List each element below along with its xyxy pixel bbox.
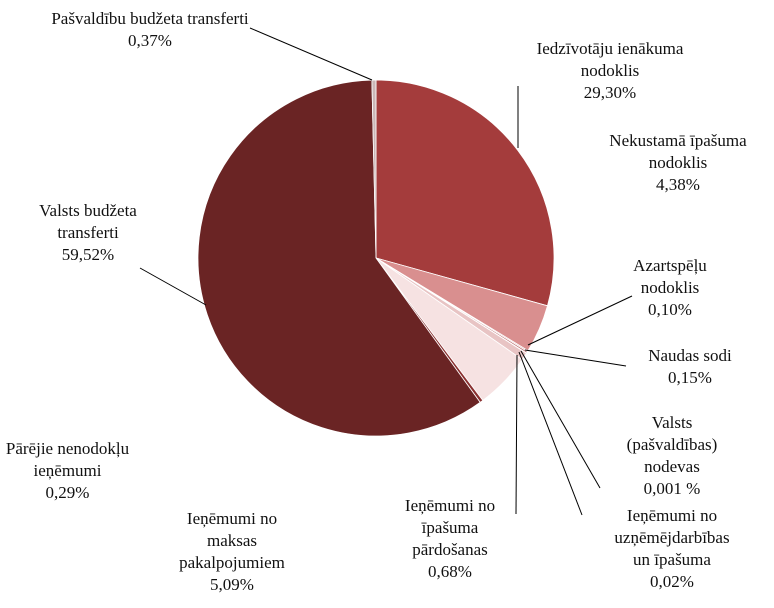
value-label: 0,68%	[428, 562, 472, 581]
leader-line	[524, 349, 627, 367]
value-label: 59,52%	[61, 245, 115, 264]
category-name: Ieņēmumi no īpašuma pārdošanas	[404, 496, 496, 559]
leader-line	[520, 350, 601, 489]
slice-label: Valsts (pašvaldības) nodevas 0,001 %	[612, 412, 732, 500]
slice-label: Azartspēļu nodoklis 0,10%	[620, 255, 720, 321]
leader-line	[527, 295, 633, 346]
category-name: Ieņēmumi no maksas pakalpojumiem	[179, 509, 285, 572]
value-label: 29,30%	[583, 83, 637, 102]
leader-line	[518, 351, 583, 516]
leader-line	[139, 267, 207, 306]
category-name: Ieņēmumi no uzņēmējdarbības un īpašuma	[614, 506, 730, 569]
slice-label: Pašvaldību budžeta transferti 0,37%	[50, 8, 250, 52]
value-label: 4,38%	[656, 175, 700, 194]
slice-label: Pārējie nenodokļu ieņēmumi 0,29%	[0, 438, 155, 504]
slice-label: Valsts budžeta transferti 59,52%	[13, 200, 163, 266]
value-label: 0,001 %	[643, 479, 701, 498]
category-name: Valsts (pašvaldības) nodevas	[626, 413, 718, 476]
category-name: Iedzīvotāju ienākuma nodoklis	[536, 39, 684, 80]
category-name: Pašvaldību budžeta transferti	[51, 9, 249, 28]
value-label: 0,37%	[128, 31, 172, 50]
category-name: Naudas sodi	[648, 346, 732, 365]
value-label: 5,09%	[210, 575, 254, 594]
slice-label: Ieņēmumi no uzņēmējdarbības un īpašuma 0,…	[604, 505, 740, 593]
value-label: 0,10%	[648, 300, 692, 319]
slice-label: Naudas sodi 0,15%	[625, 345, 755, 389]
slice-label: Ieņēmumi no īpašuma pārdošanas 0,68%	[390, 495, 510, 583]
category-name: Nekustamā īpašuma nodoklis	[609, 131, 747, 172]
value-label: 0,02%	[650, 572, 694, 591]
category-name: Valsts budžeta transferti	[39, 201, 137, 242]
slice-label: Ieņēmumi no maksas pakalpojumiem 5,09%	[167, 508, 297, 596]
slice-label: Iedzīvotāju ienākuma nodoklis 29,30%	[525, 38, 695, 104]
leader-line	[249, 27, 373, 81]
category-name: Azartspēļu nodoklis	[633, 256, 707, 297]
slice-label: Nekustamā īpašuma nodoklis 4,38%	[603, 130, 753, 196]
category-name: Pārējie nenodokļu ieņēmumi	[5, 439, 130, 480]
value-label: 0,29%	[45, 483, 90, 502]
value-label: 0,15%	[668, 368, 712, 387]
pie-slice	[375, 79, 555, 307]
leader-line	[515, 354, 518, 515]
pie-slice	[197, 79, 481, 437]
